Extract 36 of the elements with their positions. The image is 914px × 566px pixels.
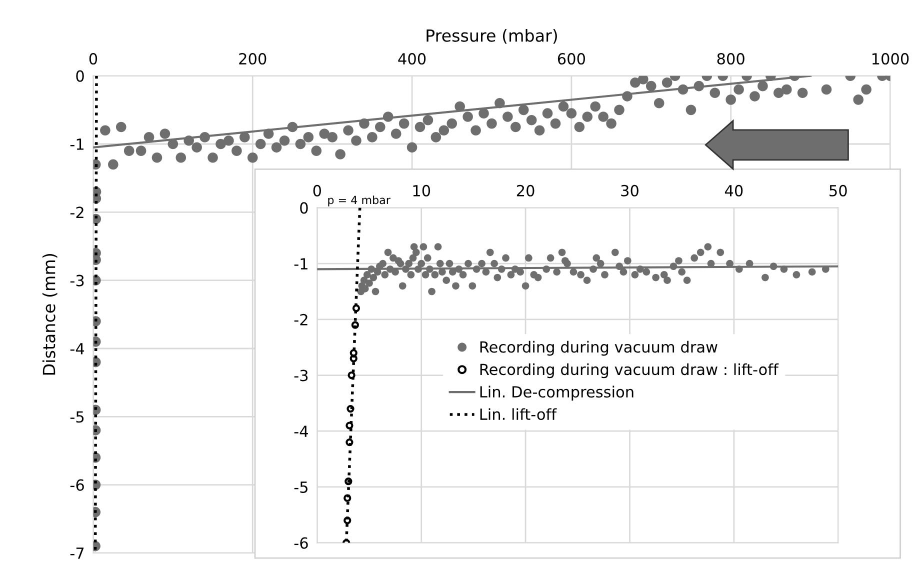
x-tick-label: 40 (724, 184, 743, 196)
y-tick-label: -5 (294, 482, 308, 493)
y-tick-label: -3 (70, 274, 84, 286)
point (348, 371, 356, 380)
y-tick-label: -2 (294, 314, 308, 326)
legend-label: Recording during vacuum draw : lift-off (480, 363, 779, 378)
x-tick-label: 200 (239, 52, 266, 65)
y-tick-label: -4 (294, 426, 308, 437)
x-tick-label: 20 (516, 184, 534, 196)
y-axis-title: Distance (mm) (42, 254, 58, 375)
annotation: p = 4 mbar (328, 196, 390, 206)
x-tick-label: 800 (717, 52, 744, 65)
x-tick-label: 0 (89, 52, 98, 65)
y-tick-label: -1 (294, 258, 308, 270)
y-tick-label: -7 (70, 548, 84, 559)
x-tick-label: 600 (558, 52, 585, 65)
point (346, 422, 354, 430)
y-tick-label: 0 (76, 70, 84, 82)
legend-label: Lin. lift-off (480, 408, 557, 420)
y-tick-label: -1 (70, 138, 84, 150)
y-tick-label: -5 (70, 411, 84, 423)
x-tick-label: 400 (398, 52, 426, 65)
x-tick-label: 1000 (872, 52, 909, 65)
y-tick-label: -2 (70, 206, 84, 218)
legend-label: Recording during vacuum draw (480, 340, 718, 356)
x-tick-label: 0 (313, 184, 322, 196)
y-tick-label: 0 (300, 202, 308, 214)
y-tick-label: -6 (70, 479, 84, 491)
x-tick-label: 50 (830, 184, 847, 196)
x-tick-label: 30 (621, 184, 638, 196)
legend-label: Lin. De-compression (480, 386, 634, 401)
y-tick-label: -3 (294, 370, 308, 382)
y-tick-label: -6 (294, 537, 308, 549)
x-tick-label: 10 (413, 184, 430, 196)
x-axis-title: Pressure (mbar) (426, 28, 557, 44)
y-tick-label: -4 (70, 343, 84, 354)
